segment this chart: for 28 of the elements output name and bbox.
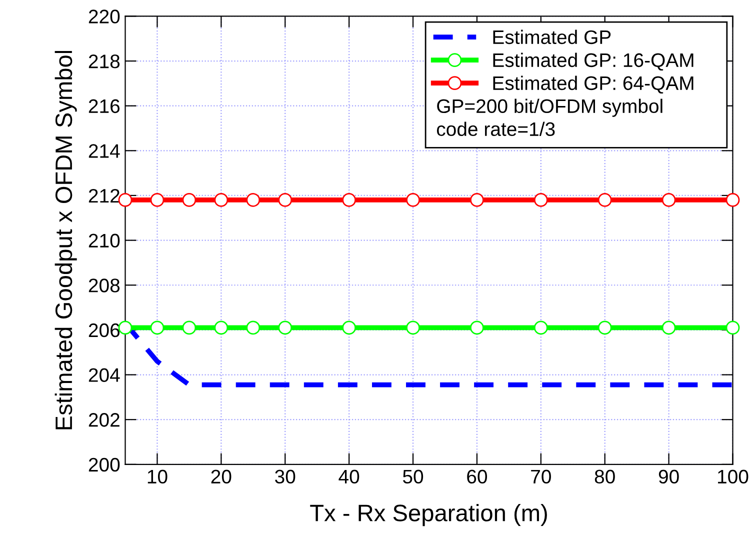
legend-label: Estimated GP: 64-QAM — [493, 76, 694, 94]
y-tick-label: 214 — [88, 144, 120, 158]
y-tick-label: 216 — [88, 99, 120, 114]
y-tick-label: 206 — [88, 323, 120, 338]
x-axis-title: Tx - Rx Separation (m) — [310, 504, 547, 526]
annotation: code rate=1/3 — [436, 122, 555, 136]
x-tick-label: 90 — [658, 470, 679, 484]
legend-label: Estimated GP — [493, 30, 611, 44]
x-tick-label: 40 — [338, 470, 360, 484]
y-tick-label: 218 — [88, 54, 120, 68]
y-tick-label: 204 — [88, 368, 120, 382]
x-tick-label: 100 — [718, 470, 748, 484]
y-tick-label: 208 — [88, 278, 120, 292]
y-tick-label: 200 — [88, 458, 120, 472]
y-tick-label: 202 — [88, 413, 120, 427]
x-tick-label: 10 — [148, 470, 168, 484]
y-axis-title: Estimated Goodput x OFDM Symbol — [54, 50, 77, 430]
x-tick-label: 70 — [531, 470, 551, 484]
x-tick-label: 30 — [275, 470, 296, 484]
x-tick-label: 80 — [594, 470, 615, 484]
y-tick-label: 212 — [88, 188, 120, 203]
annotation: GP=200 bit/OFDM symbol — [437, 98, 662, 117]
y-tick-label: 220 — [88, 10, 120, 24]
x-tick-label: 60 — [467, 470, 488, 484]
legend-label: Estimated GP: 16-QAM — [493, 52, 694, 71]
x-tick-label: 20 — [211, 470, 232, 484]
y-tick-label: 210 — [88, 234, 120, 248]
x-tick-label: 50 — [402, 470, 424, 484]
